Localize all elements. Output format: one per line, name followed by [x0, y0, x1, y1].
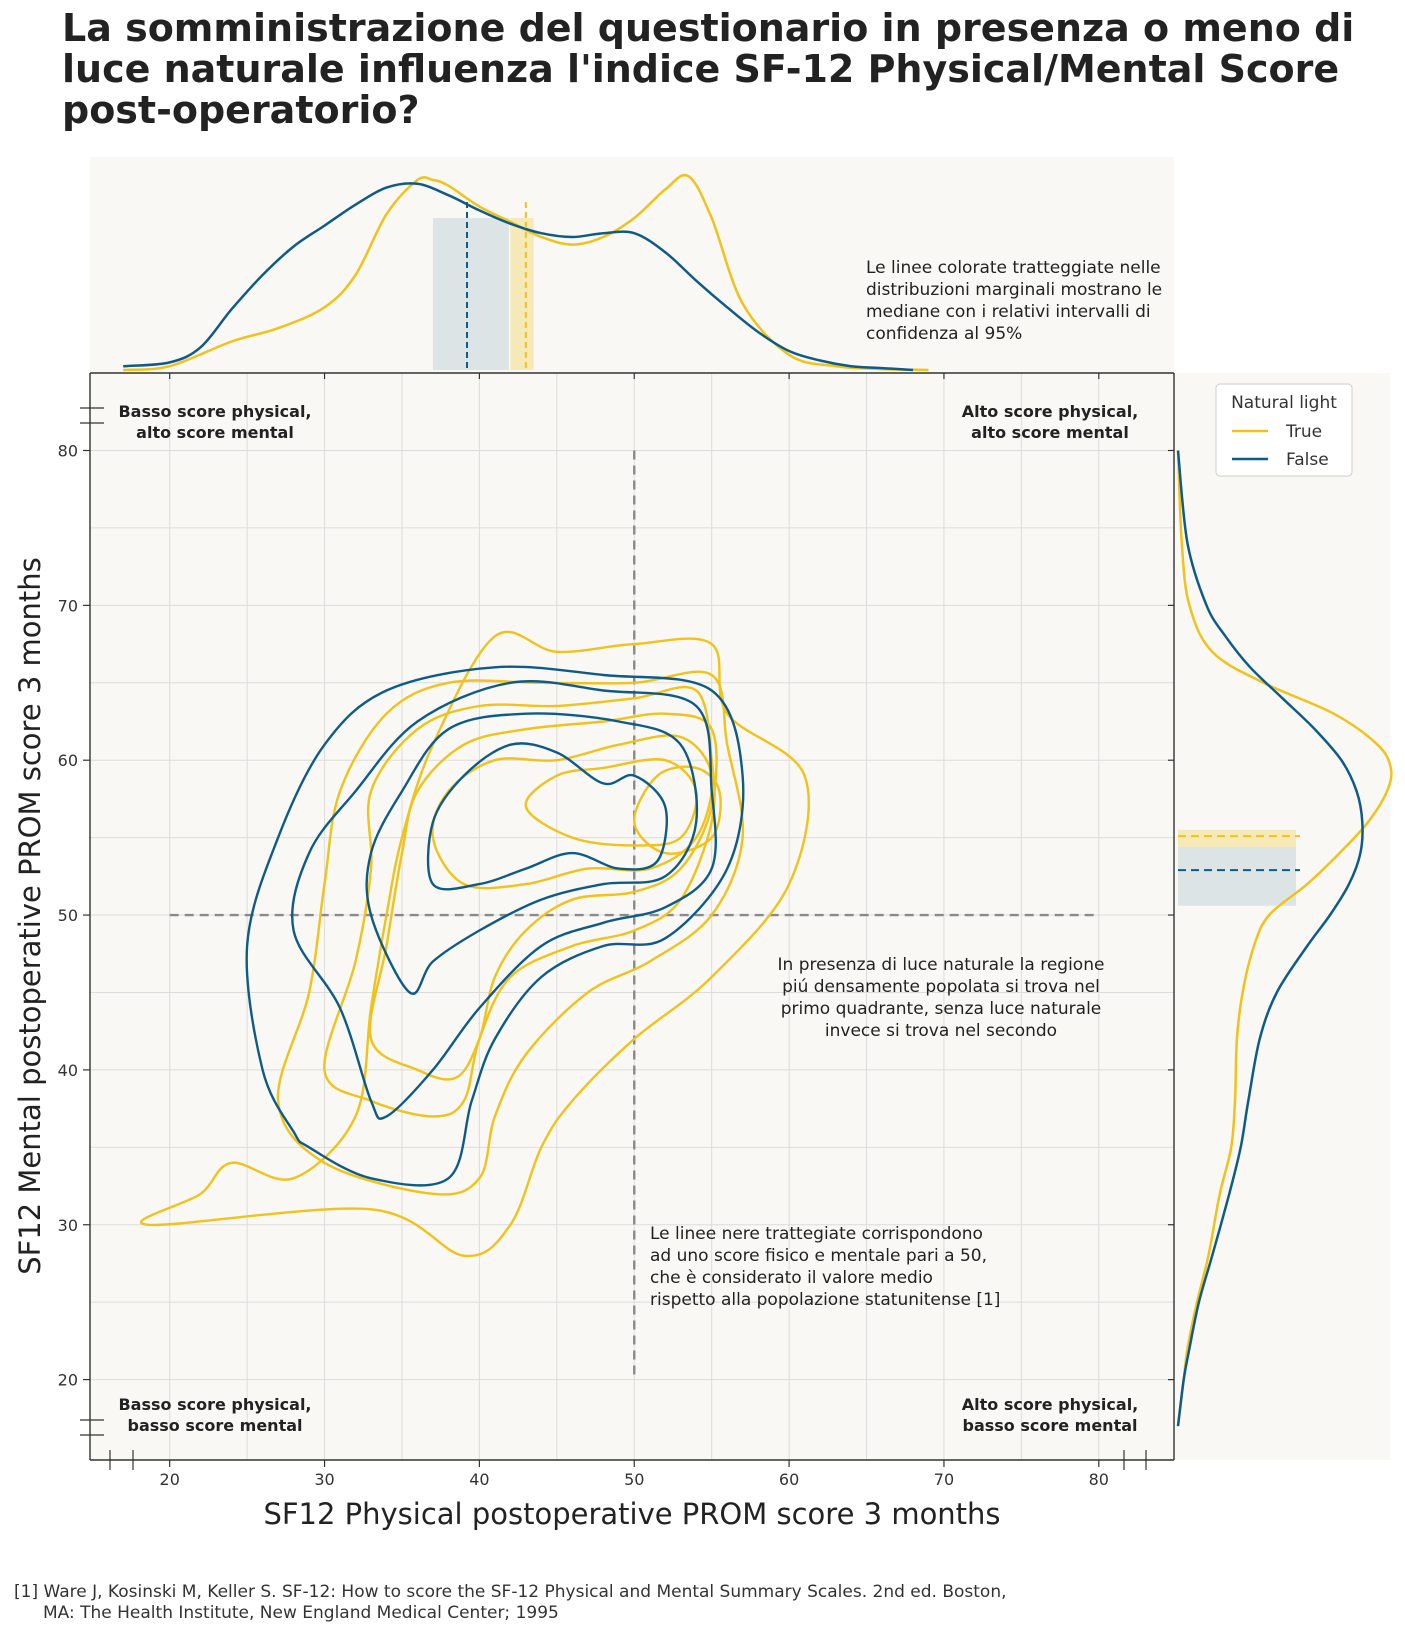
quadrant-label-line: basso score mental	[127, 1416, 302, 1435]
quadrant-label-line: Basso score physical,	[118, 1395, 311, 1414]
marginal-y-density-true	[1176, 450, 1393, 1427]
annotation-line: confidenza al 95%	[866, 324, 1022, 344]
chart-title: La somministrazione del questionario in …	[62, 6, 1355, 132]
ci-band-y-true	[1178, 829, 1296, 847]
contour-false-level-1	[245, 665, 745, 1187]
y-tick-label: 80	[58, 442, 78, 461]
contour-false-level-2	[291, 680, 717, 1120]
x-axis-title: SF12 Physical postoperative PROM score 3…	[263, 1497, 1000, 1531]
legend-label-true: True	[1285, 422, 1322, 442]
annotation-line: piú densamente popolata si trova nel	[782, 977, 1100, 997]
axes	[80, 372, 1175, 1470]
contour-true-level-4	[368, 712, 718, 1081]
quadrant-label-line: Alto score physical,	[962, 1395, 1139, 1414]
annotation-line: che è considerato il valore medio	[650, 1268, 933, 1288]
marginal-densities	[123, 173, 1393, 1427]
x-tick-label: 40	[469, 1470, 489, 1489]
annotation-line: In presenza di luce naturale la regione	[778, 955, 1105, 975]
reference-lines	[169, 450, 1099, 1380]
legend: Natural light True False	[1215, 383, 1353, 477]
quadrant-label-line: alto score mental	[136, 423, 294, 442]
quadrant-label-bottom-right: Alto score physical, basso score mental	[962, 1395, 1139, 1435]
quadrant-label-top-right: Alto score physical, alto score mental	[962, 402, 1139, 442]
quadrant-label-line: alto score mental	[971, 423, 1129, 442]
footnote: [1] Ware J, Kosinski M, Keller S. SF-12:…	[14, 1582, 1007, 1623]
x-tick-label: 60	[779, 1470, 799, 1489]
quadrant-label-line: Alto score physical,	[962, 402, 1139, 421]
annotation-line: primo quadrante, senza luce naturale	[781, 999, 1102, 1019]
x-tick-label: 80	[1089, 1470, 1109, 1489]
contour-true-level-1	[139, 630, 810, 1258]
legend-box	[1215, 383, 1353, 477]
quadrant-label-top-left: Basso score physical, alto score mental	[118, 402, 311, 442]
marginal-x-density-false	[123, 182, 914, 372]
quadrant-label-line: basso score mental	[962, 1416, 1137, 1435]
confidence-bands	[432, 218, 1296, 906]
axis-break-marks	[80, 407, 1147, 1470]
ticks: 20 30 40 50 60 70 80 20 30 40 50 60 70 80	[58, 373, 1174, 1489]
y-tick-label: 70	[58, 596, 78, 615]
annotation-line: rispetto alla popolazione statunitense […	[650, 1290, 1000, 1310]
x-tick-label: 50	[624, 1470, 644, 1489]
legend-label-false: False	[1286, 450, 1329, 470]
y-axis-title: SF12 Mental postoperative PROM score 3 m…	[13, 557, 47, 1275]
ci-band-x-false	[432, 218, 509, 370]
annotation-line: Le linee nere trattegiate corrispondono	[650, 1224, 983, 1244]
annotation-line: distribuzioni marginali mostrano le	[866, 280, 1162, 300]
contour-false-level-4	[426, 742, 668, 891]
y-tick-label: 50	[58, 906, 78, 925]
legend-title: Natural light	[1231, 393, 1337, 413]
footnote-line-1: [1] Ware J, Kosinski M, Keller S. SF-12:…	[14, 1582, 1007, 1602]
annotation-line: invece si trova nel secondo	[825, 1021, 1057, 1041]
median-lines	[466, 202, 1300, 872]
region-note: In presenza di luce naturale la regione …	[778, 955, 1105, 1041]
contour-true-level-3	[323, 685, 716, 1118]
marginal-y-density-false	[1176, 450, 1364, 1427]
y-tick-label: 30	[58, 1216, 78, 1235]
y-tick-label: 40	[58, 1061, 78, 1080]
y-tick-label: 20	[58, 1371, 78, 1390]
kde-contours	[139, 630, 810, 1258]
ci-band-x-true	[510, 218, 534, 370]
annotation-line: Le linee colorate tratteggiate nelle	[866, 258, 1161, 278]
annotation-line: mediane con i relativi intervalli di	[866, 302, 1151, 322]
footnote-line-2: MA: The Health Institute, New England Me…	[43, 1603, 559, 1623]
marginal-note: Le linee colorate tratteggiate nelle dis…	[866, 258, 1162, 344]
contour-true-level-7	[633, 765, 722, 855]
grid	[90, 373, 1174, 1460]
ci-band-y-false	[1178, 846, 1296, 906]
contour-true-level-2	[276, 670, 745, 1196]
x-tick-label: 30	[314, 1470, 334, 1489]
x-tick-label: 70	[934, 1470, 954, 1489]
annotation-line: ad uno score fisico e mentale pari a 50,	[650, 1246, 987, 1266]
contour-false-level-3	[365, 712, 699, 996]
quadrant-label-bottom-left: Basso score physical, basso score mental	[118, 1395, 311, 1435]
right-marginal-panel	[1174, 373, 1390, 1460]
x-tick-label: 20	[160, 1470, 180, 1489]
top-marginal-panel	[90, 157, 1174, 373]
quadrant-label-line: Basso score physical,	[118, 402, 311, 421]
y-tick-label: 60	[58, 751, 78, 770]
reference-note: Le linee nere trattegiate corrispondono …	[650, 1224, 1000, 1310]
